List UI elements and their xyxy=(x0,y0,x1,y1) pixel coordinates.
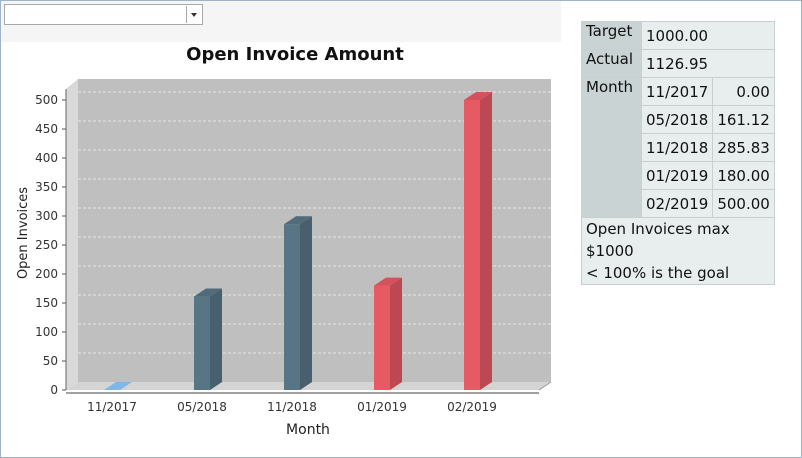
bar-front xyxy=(374,285,390,390)
row-amount: 0.00 xyxy=(712,77,775,106)
bar-side-shade xyxy=(300,216,312,390)
row-amount: 180.00 xyxy=(712,161,775,190)
x-axis-label: Month xyxy=(286,422,330,438)
y-tick-label: 450 xyxy=(35,122,58,136)
target-label: Target xyxy=(581,21,642,50)
bar-side-shade xyxy=(210,288,222,390)
row-month: 05/2018 xyxy=(640,105,714,134)
row-amount: 500.00 xyxy=(712,189,775,218)
y-tick-label: 50 xyxy=(43,354,58,368)
goal-note-line: Open Invoices max xyxy=(586,220,730,238)
bar xyxy=(104,382,132,390)
row-amount: 161.12 xyxy=(712,105,775,134)
floor-edge xyxy=(538,381,552,391)
bar-side-shade xyxy=(480,92,492,390)
bar-side xyxy=(480,92,492,390)
y-tick-label: 400 xyxy=(35,151,58,165)
row-month: 11/2017 xyxy=(640,77,714,106)
bar-top xyxy=(284,216,312,225)
bar-top xyxy=(464,92,492,100)
bar xyxy=(194,288,222,390)
bar-front xyxy=(194,296,210,390)
x-tick-label: 01/2019 xyxy=(357,400,407,414)
target-value: 1000.00 xyxy=(641,21,775,50)
bar-top-shade xyxy=(194,288,222,297)
y-tick-label: 150 xyxy=(35,296,58,310)
row-amount: 285.83 xyxy=(712,133,775,162)
x-tick-label: 05/2018 xyxy=(177,400,227,414)
x-tick-label: 11/2018 xyxy=(267,400,317,414)
summary-table: Target 1000.00 Actual 1126.95 Month 11/2… xyxy=(581,21,775,285)
y-tick-label: 100 xyxy=(35,325,58,339)
y-tick-label: 250 xyxy=(35,238,58,252)
bar-side xyxy=(210,288,222,390)
row-month: 01/2019 xyxy=(640,161,714,190)
bar-front xyxy=(284,224,300,390)
y-axis-label: Open Invoices xyxy=(16,187,31,279)
goal-note: Open Invoices max $1000 < 100% is the go… xyxy=(581,217,775,285)
bar-top xyxy=(194,288,222,297)
y-tick-label: 500 xyxy=(35,93,58,107)
bar-top-shade xyxy=(374,277,402,286)
x-tick-label: 02/2019 xyxy=(447,400,497,414)
plot-floor xyxy=(66,382,551,390)
bar-side xyxy=(390,277,402,390)
period-select[interactable] xyxy=(4,4,203,25)
bar-top xyxy=(374,277,402,286)
bar-front xyxy=(464,100,480,390)
y-tick-label: 350 xyxy=(35,180,58,194)
goal-note-line: < 100% is the goal xyxy=(586,264,730,282)
x-tick-label: 11/2017 xyxy=(87,400,137,414)
bar-chart: 0 50 100 150 200 250 300 350 400 450 500 11/2017 05… xyxy=(16,79,552,438)
goal-note-line: $1000 xyxy=(586,242,634,260)
y-tick-label: 200 xyxy=(35,267,58,281)
bar-side-shade xyxy=(390,277,402,390)
y-tick-label: 300 xyxy=(35,209,58,223)
bar-top-shade xyxy=(464,92,492,100)
actual-label: Actual xyxy=(581,49,642,78)
actual-value: 1126.95 xyxy=(641,49,775,78)
bar xyxy=(464,92,492,390)
chevron-down-icon[interactable] xyxy=(186,6,201,23)
month-label: Month xyxy=(581,77,642,218)
plot-left-wall xyxy=(66,79,78,390)
row-month: 02/2019 xyxy=(640,189,714,218)
bar-side xyxy=(300,216,312,390)
chart-title: Open Invoice Amount xyxy=(186,44,404,65)
bar xyxy=(374,277,402,390)
bar-top-shade xyxy=(284,216,312,225)
bar-top xyxy=(104,382,132,390)
row-month: 11/2018 xyxy=(640,133,714,162)
bar xyxy=(284,216,312,390)
y-tick-label: 0 xyxy=(50,383,58,397)
